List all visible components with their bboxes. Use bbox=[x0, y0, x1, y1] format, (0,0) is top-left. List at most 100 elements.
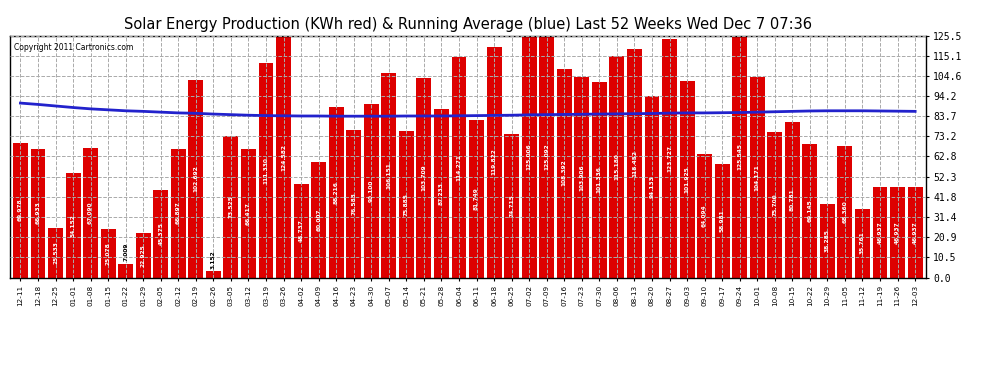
Bar bbox=[908, 187, 923, 278]
Bar bbox=[311, 162, 326, 278]
Bar bbox=[749, 77, 764, 278]
Text: 48.737: 48.737 bbox=[299, 219, 304, 242]
Text: 54.152: 54.152 bbox=[70, 214, 75, 237]
Text: 108.392: 108.392 bbox=[561, 160, 566, 186]
Bar bbox=[417, 78, 432, 278]
Bar bbox=[803, 144, 818, 278]
Bar bbox=[13, 142, 28, 278]
Text: 73.525: 73.525 bbox=[229, 195, 234, 218]
Bar bbox=[241, 150, 256, 278]
Text: 38.285: 38.285 bbox=[825, 229, 830, 252]
Text: 111.330: 111.330 bbox=[263, 157, 268, 184]
Text: 102.692: 102.692 bbox=[193, 165, 198, 192]
Text: 125.006: 125.006 bbox=[527, 144, 532, 170]
Text: 58.981: 58.981 bbox=[720, 209, 725, 232]
Text: 69.978: 69.978 bbox=[18, 199, 23, 221]
Text: 87.233: 87.233 bbox=[439, 182, 444, 205]
Bar bbox=[487, 46, 502, 278]
Bar bbox=[188, 80, 203, 278]
Text: 103.906: 103.906 bbox=[579, 164, 584, 190]
Text: 115.180: 115.180 bbox=[615, 153, 620, 180]
Text: 103.709: 103.709 bbox=[422, 164, 427, 191]
Bar bbox=[364, 104, 379, 278]
Text: 88.216: 88.216 bbox=[334, 181, 339, 204]
Text: 69.145: 69.145 bbox=[808, 200, 813, 222]
Bar bbox=[820, 204, 835, 278]
Bar bbox=[785, 122, 800, 278]
Text: 46.937: 46.937 bbox=[913, 221, 918, 244]
Text: 64.094: 64.094 bbox=[702, 204, 707, 227]
Bar bbox=[451, 57, 466, 278]
Bar bbox=[153, 190, 168, 278]
Bar bbox=[49, 228, 63, 278]
Text: 46.937: 46.937 bbox=[877, 221, 882, 244]
Text: 125.092: 125.092 bbox=[544, 144, 549, 170]
Text: 25.533: 25.533 bbox=[53, 242, 58, 264]
Bar bbox=[101, 229, 116, 278]
Bar bbox=[276, 38, 291, 278]
Bar bbox=[855, 209, 870, 278]
Bar bbox=[679, 81, 695, 278]
Bar bbox=[662, 39, 677, 278]
Bar bbox=[65, 173, 80, 278]
Bar bbox=[872, 187, 887, 278]
Bar bbox=[294, 184, 309, 278]
Text: 101.336: 101.336 bbox=[597, 166, 602, 193]
Text: 114.271: 114.271 bbox=[456, 154, 461, 181]
Bar bbox=[522, 37, 537, 278]
Title: Solar Energy Production (KWh red) & Running Average (blue) Last 52 Weeks Wed Dec: Solar Energy Production (KWh red) & Runn… bbox=[124, 16, 812, 32]
Bar bbox=[171, 148, 186, 278]
Bar bbox=[31, 148, 46, 278]
Text: 75.885: 75.885 bbox=[404, 193, 409, 216]
Text: 76.583: 76.583 bbox=[351, 192, 356, 215]
Bar bbox=[733, 36, 747, 278]
Text: 68.360: 68.360 bbox=[842, 200, 847, 223]
Text: 35.761: 35.761 bbox=[860, 232, 865, 255]
Text: 7.009: 7.009 bbox=[123, 243, 128, 261]
Bar bbox=[434, 110, 448, 278]
Text: 123.727: 123.727 bbox=[667, 145, 672, 172]
Bar bbox=[83, 148, 98, 278]
Bar bbox=[206, 272, 221, 278]
Text: 75.700: 75.700 bbox=[772, 193, 777, 216]
Bar bbox=[540, 36, 554, 278]
Bar bbox=[329, 108, 344, 278]
Text: 118.452: 118.452 bbox=[632, 150, 637, 177]
Bar bbox=[469, 120, 484, 278]
Text: 60.007: 60.007 bbox=[316, 209, 321, 231]
Bar bbox=[890, 187, 905, 278]
Text: 66.417: 66.417 bbox=[246, 202, 251, 225]
Text: 66.897: 66.897 bbox=[176, 202, 181, 224]
Text: 25.078: 25.078 bbox=[106, 242, 111, 265]
Bar bbox=[556, 69, 571, 278]
Bar bbox=[399, 131, 414, 278]
Bar bbox=[715, 164, 730, 278]
Text: Copyright 2011 Cartronics.com: Copyright 2011 Cartronics.com bbox=[15, 43, 134, 52]
Text: 66.933: 66.933 bbox=[36, 202, 41, 224]
Text: 101.925: 101.925 bbox=[684, 166, 690, 193]
Text: 106.151: 106.151 bbox=[386, 162, 391, 189]
Text: 104.171: 104.171 bbox=[754, 164, 759, 190]
Bar bbox=[574, 77, 589, 278]
Bar bbox=[644, 96, 659, 278]
Text: 94.133: 94.133 bbox=[649, 176, 654, 198]
Text: 119.822: 119.822 bbox=[492, 148, 497, 176]
Bar bbox=[504, 134, 519, 278]
Bar bbox=[610, 56, 625, 278]
Text: 74.715: 74.715 bbox=[509, 194, 514, 217]
Bar bbox=[381, 73, 396, 278]
Text: 80.781: 80.781 bbox=[790, 188, 795, 211]
Bar bbox=[224, 136, 239, 278]
Bar bbox=[118, 264, 133, 278]
Bar bbox=[258, 63, 273, 278]
Bar bbox=[592, 82, 607, 278]
Text: 22.925: 22.925 bbox=[141, 244, 146, 267]
Text: 125.545: 125.545 bbox=[738, 143, 742, 170]
Text: 124.582: 124.582 bbox=[281, 144, 286, 171]
Bar bbox=[627, 49, 642, 278]
Bar bbox=[697, 154, 712, 278]
Bar bbox=[838, 146, 852, 278]
Text: 3.152: 3.152 bbox=[211, 250, 216, 268]
Text: 46.937: 46.937 bbox=[895, 221, 900, 244]
Text: 90.100: 90.100 bbox=[369, 180, 374, 202]
